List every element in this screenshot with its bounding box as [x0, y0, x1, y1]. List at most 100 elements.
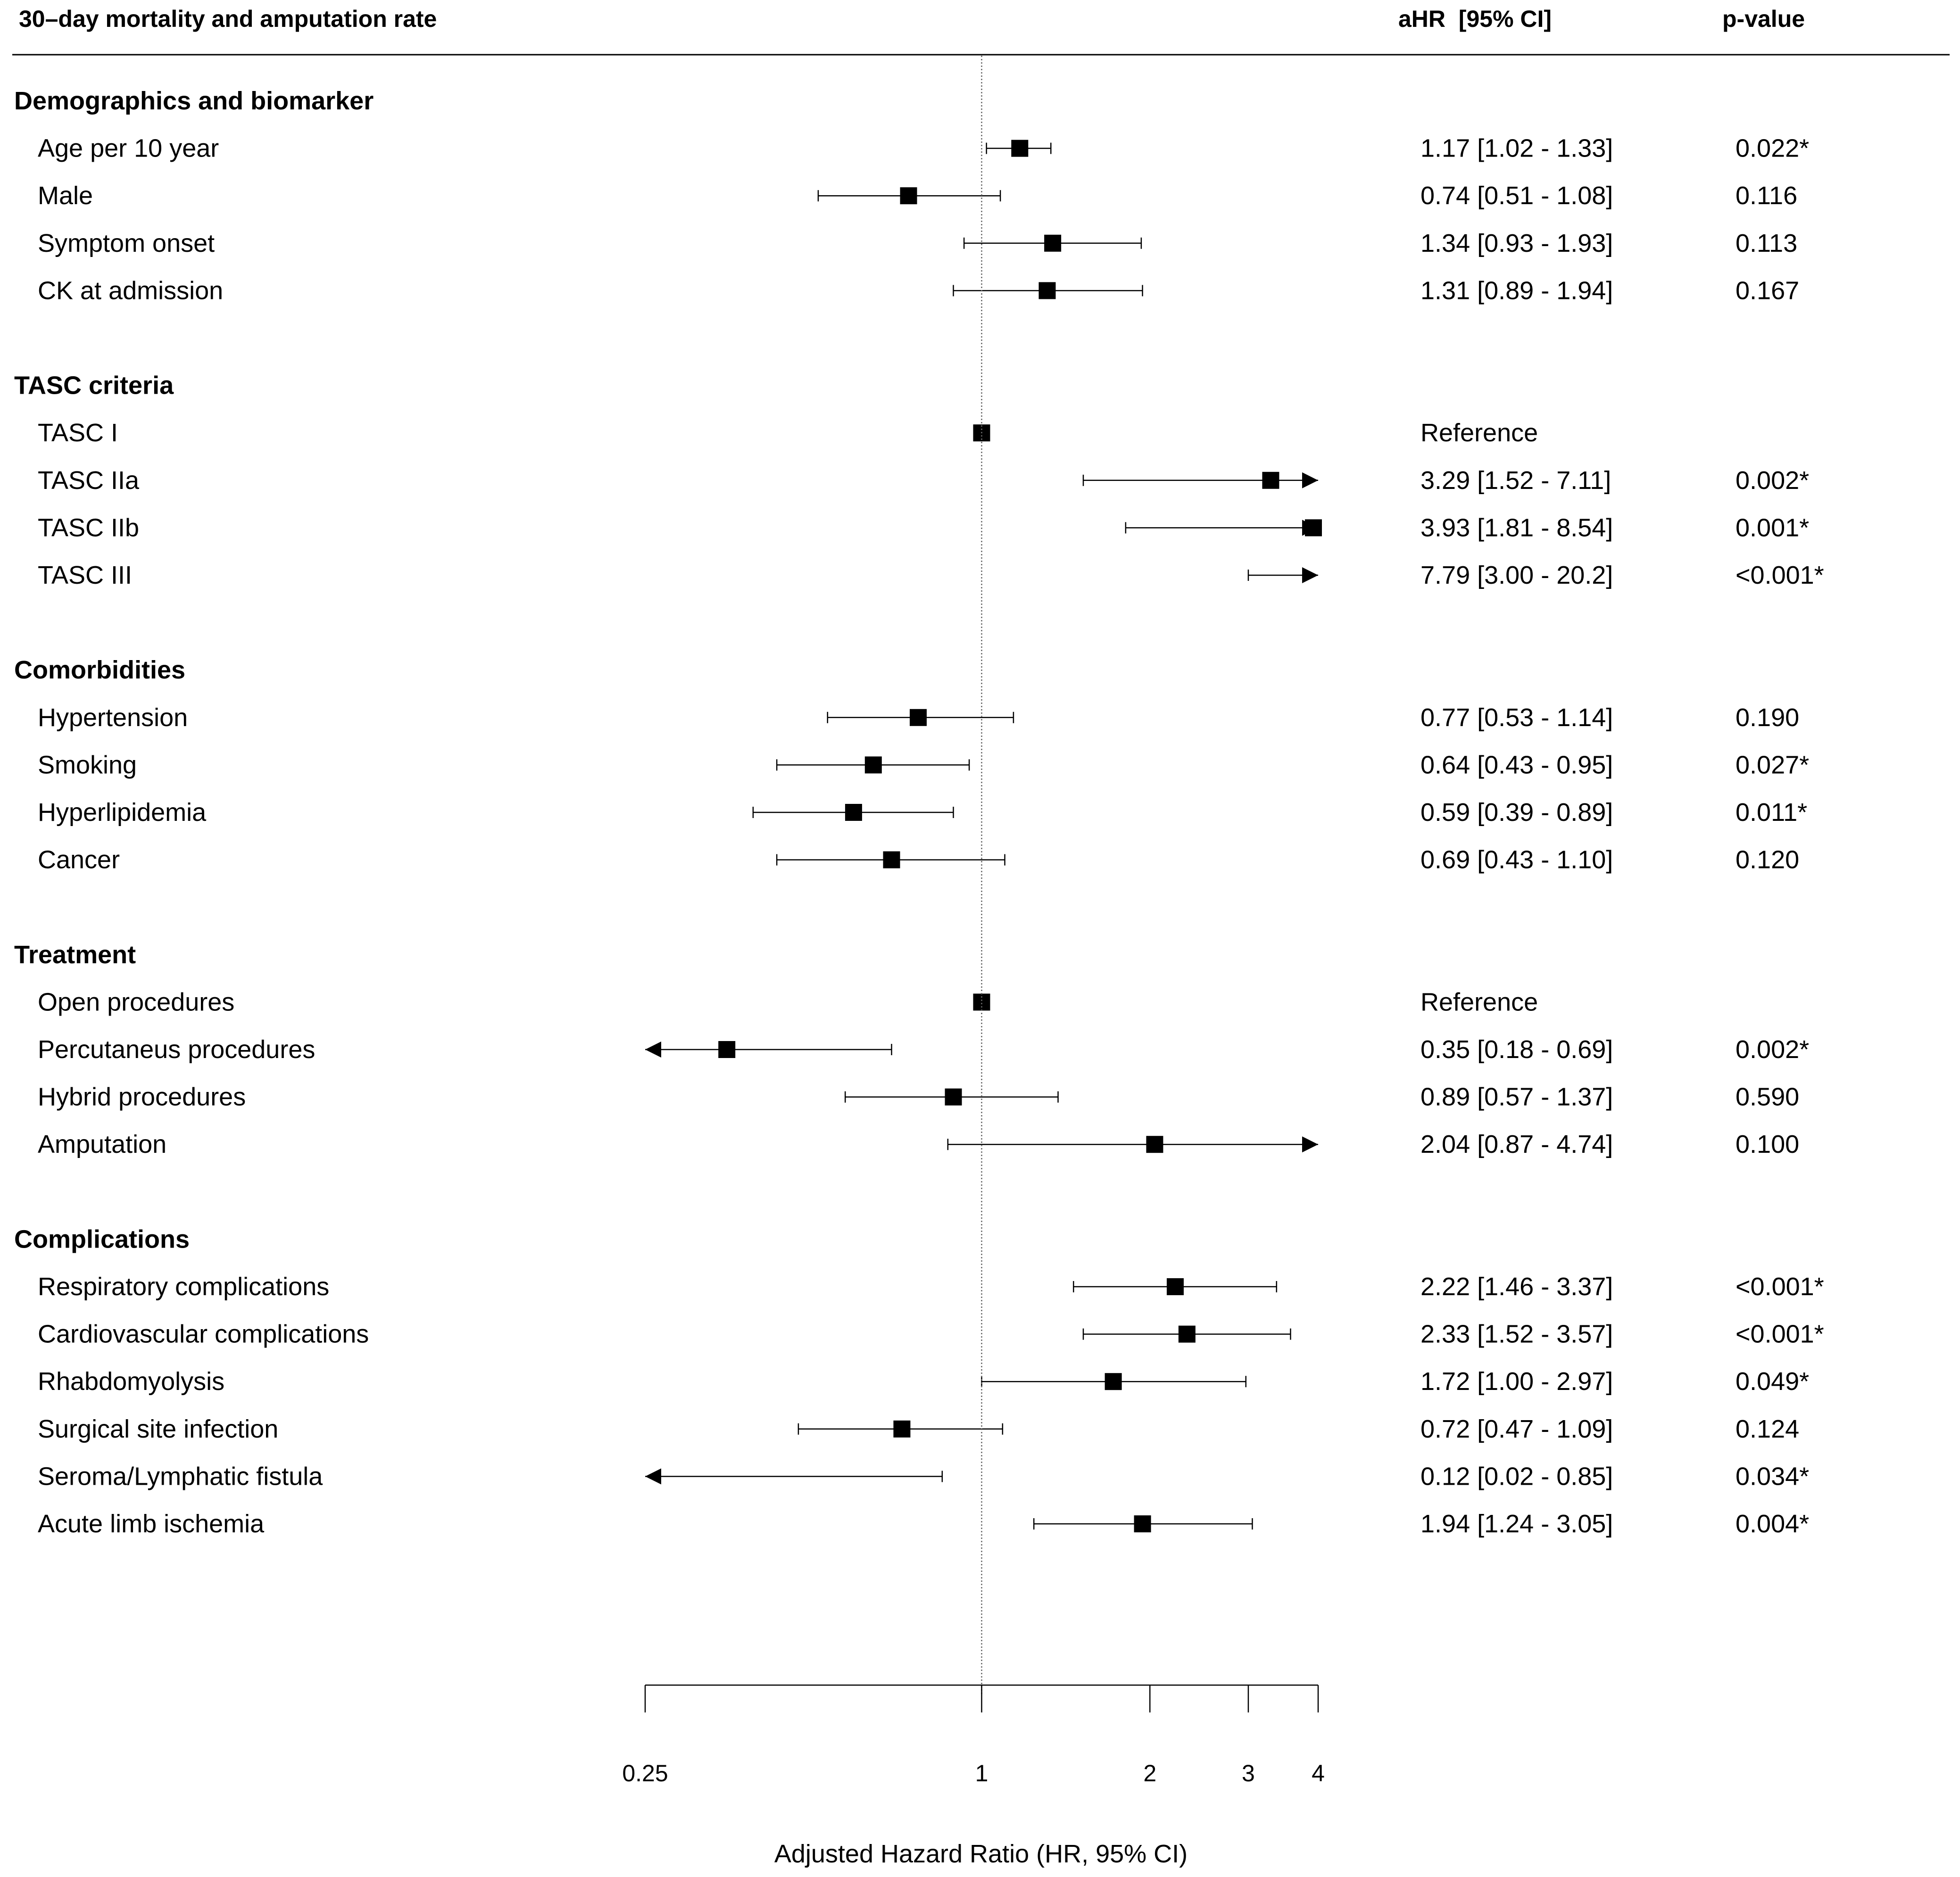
point-estimate — [883, 851, 900, 868]
ci-arrow-left — [645, 1468, 661, 1485]
forest-row: Cardiovascular complications 2.33 [1.52 -… — [38, 1320, 1824, 1348]
forest-row: Open procedures Reference — [38, 988, 1538, 1016]
forest-row: Percutaneus procedures 0.35 [0.18 - 0.69]… — [38, 1035, 1809, 1064]
row-estimate: Reference — [1420, 988, 1538, 1016]
row-label: Open procedures — [38, 988, 234, 1016]
row-label: Symptom onset — [38, 229, 215, 257]
column-header-p-value: p-value — [1722, 6, 1805, 32]
row-p-value: <0.001* — [1736, 1273, 1824, 1301]
point-estimate — [864, 756, 882, 774]
row-estimate: 7.79 [3.00 - 20.2] — [1420, 561, 1613, 589]
forest-row: Respiratory complications 2.22 [1.46 - 3.… — [38, 1273, 1824, 1301]
forest-row: Male 0.74 [0.51 - 1.08] 0.116 — [38, 182, 1797, 210]
group-heading: Comorbidities — [14, 656, 185, 684]
row-estimate: 0.69 [0.43 - 1.10] — [1420, 846, 1613, 874]
x-tick-label: 2 — [1143, 1760, 1156, 1786]
group-heading: Treatment — [14, 941, 136, 969]
x-axis: 0.25 1 2 3 4 — [622, 1684, 1325, 1786]
forest-row: Hyperlipidemia 0.59 [0.39 - 0.89] 0.011* — [38, 798, 1807, 827]
row-label: TASC III — [38, 561, 132, 589]
point-estimate — [1262, 471, 1279, 489]
x-tick-label: 4 — [1312, 1760, 1325, 1786]
row-label: CK at admission — [38, 276, 223, 305]
forest-rows: Demographics and biomarker Age per 10 yea… — [14, 56, 1824, 1695]
row-p-value: 0.027* — [1736, 751, 1809, 779]
forest-row: Symptom onset 1.34 [0.93 - 1.93] 0.113 — [38, 229, 1797, 257]
row-estimate: 3.29 [1.52 - 7.11] — [1420, 466, 1611, 495]
row-label: Acute limb ischemia — [38, 1510, 265, 1538]
row-label: Respiratory complications — [38, 1273, 329, 1301]
ci-arrow-right — [1302, 472, 1318, 488]
row-p-value: 0.124 — [1736, 1415, 1799, 1443]
row-estimate: 0.35 [0.18 - 0.69] — [1420, 1035, 1613, 1064]
ci-arrow-right — [1302, 567, 1318, 583]
row-p-value: 0.002* — [1736, 466, 1809, 495]
row-label: TASC I — [38, 419, 118, 447]
row-estimate: 1.94 [1.24 - 3.05] — [1420, 1510, 1613, 1538]
row-estimate: 1.72 [1.00 - 2.97] — [1420, 1367, 1613, 1396]
point-estimate — [1178, 1325, 1196, 1343]
row-estimate: 0.89 [0.57 - 1.37] — [1420, 1083, 1613, 1111]
forest-row: Hypertension 0.77 [0.53 - 1.14] 0.190 — [38, 703, 1799, 732]
row-estimate: 0.64 [0.43 - 0.95] — [1420, 751, 1613, 779]
row-estimate: 2.04 [0.87 - 4.74] — [1420, 1130, 1613, 1158]
row-estimate: 2.33 [1.52 - 3.57] — [1420, 1320, 1613, 1348]
row-estimate: 1.17 [1.02 - 1.33] — [1420, 134, 1613, 163]
row-label: TASC IIb — [38, 513, 139, 542]
forest-row: Age per 10 year 1.17 [1.02 - 1.33] 0.022* — [38, 134, 1809, 163]
row-label: Hypertension — [38, 703, 188, 732]
forest-row: CK at admission 1.31 [0.89 - 1.94] 0.167 — [38, 276, 1799, 305]
row-p-value: 0.049* — [1736, 1367, 1809, 1396]
point-estimate — [1038, 282, 1056, 299]
row-p-value: 0.034* — [1736, 1462, 1809, 1490]
row-p-value: 0.113 — [1736, 229, 1797, 257]
forest-row: TASC III 7.79 [3.00 - 20.2] <0.001* — [38, 561, 1824, 589]
forest-row: Rhabdomyolysis 1.72 [1.00 - 2.97] 0.049* — [38, 1367, 1809, 1396]
row-label: Cancer — [38, 846, 120, 874]
row-p-value: 0.001* — [1736, 513, 1809, 542]
row-estimate: 1.31 [0.89 - 1.94] — [1420, 276, 1613, 305]
group-heading: Complications — [14, 1225, 190, 1253]
row-label: Cardiovascular complications — [38, 1320, 369, 1348]
x-axis-label: Adjusted Hazard Ratio (HR, 95% CI) — [774, 1840, 1188, 1868]
forest-row: Surgical site infection 0.72 [0.47 - 1.09… — [38, 1415, 1799, 1443]
point-estimate — [845, 804, 862, 821]
row-p-value: 0.116 — [1736, 182, 1797, 210]
row-label: Hyperlipidemia — [38, 798, 207, 827]
point-estimate — [945, 1088, 962, 1106]
row-p-value: 0.022* — [1736, 134, 1809, 163]
row-estimate: 0.12 [0.02 - 0.85] — [1420, 1462, 1613, 1490]
forest-row: Cancer 0.69 [0.43 - 1.10] 0.120 — [38, 846, 1799, 874]
row-p-value: 0.004* — [1736, 1510, 1809, 1538]
row-p-value: <0.001* — [1736, 561, 1824, 589]
row-estimate: 0.74 [0.51 - 1.08] — [1420, 182, 1613, 210]
forest-row: Amputation 2.04 [0.87 - 4.74] 0.100 — [38, 1130, 1799, 1158]
x-tick-label: 3 — [1242, 1760, 1255, 1786]
forest-row: TASC IIb 3.93 [1.81 - 8.54] 0.001* — [38, 513, 1809, 542]
row-p-value: <0.001* — [1736, 1320, 1824, 1348]
row-p-value: 0.167 — [1736, 276, 1799, 305]
ci-arrow-right — [1302, 1136, 1318, 1153]
row-label: Age per 10 year — [38, 134, 219, 163]
row-p-value: 0.190 — [1736, 703, 1799, 732]
point-estimate — [1134, 1515, 1151, 1532]
row-p-value: 0.002* — [1736, 1035, 1809, 1064]
row-label: Rhabdomyolysis — [38, 1367, 224, 1396]
column-header-estimate: aHR [95% CI] — [1398, 6, 1552, 32]
forest-row: TASC IIa 3.29 [1.52 - 7.11] 0.002* — [38, 466, 1809, 495]
row-estimate: Reference — [1420, 419, 1538, 447]
point-estimate — [1105, 1373, 1122, 1390]
forest-row: Acute limb ischemia 1.94 [1.24 - 3.05] 0.0… — [38, 1510, 1809, 1538]
row-label: Percutaneus procedures — [38, 1035, 315, 1064]
ci-arrow-left — [645, 1042, 661, 1058]
group-heading: TASC criteria — [14, 372, 174, 400]
point-estimate — [718, 1041, 736, 1058]
forest-row: Smoking 0.64 [0.43 - 0.95] 0.027* — [38, 751, 1809, 779]
row-p-value: 0.120 — [1736, 846, 1799, 874]
point-estimate — [1305, 519, 1322, 537]
row-label: Seroma/Lymphatic fistula — [38, 1462, 323, 1490]
row-p-value: 0.011* — [1736, 798, 1807, 827]
row-label: Hybrid procedures — [38, 1083, 246, 1111]
row-label: Male — [38, 182, 93, 210]
